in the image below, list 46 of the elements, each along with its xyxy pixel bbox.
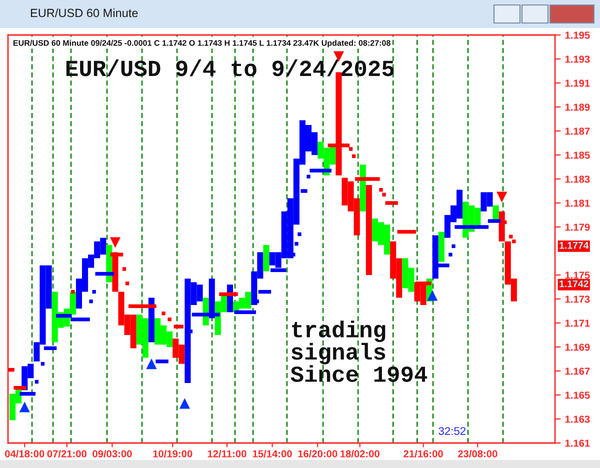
- y-tick-label: 1.175: [565, 272, 590, 279]
- y-tick-label: 1.163: [565, 416, 590, 423]
- x-tick-label: 07/21:00: [47, 450, 86, 458]
- y-tick-label: 1.173: [565, 296, 590, 303]
- x-tick-label: 15/14:00: [252, 450, 292, 458]
- y-tick-label: 1.165: [565, 392, 590, 399]
- bar: [438, 232, 444, 262]
- y-tick-label: 1.169: [565, 344, 590, 351]
- x-tick-label: 09/03:00: [92, 450, 132, 458]
- text: EUR/USD 60 Minute 09/24/25 -0.0001 C 1.1742 O 1.1743 H 1.1745 L 1.1734 23.47K Updated: 08:27:08: [13, 40, 390, 48]
- x-tick-label: 18/02:00: [340, 450, 380, 458]
- x-tick-label: 23/08:00: [458, 450, 498, 458]
- bar: [263, 245, 270, 272]
- annotation: EUR/USD 9/4 to 9/24/2025: [66, 59, 394, 76]
- y-tick-label: 1.189: [565, 104, 590, 111]
- y-tick-label: 1.181: [565, 200, 590, 207]
- y-tick-label: 1.187: [565, 128, 590, 135]
- bar: [112, 252, 118, 292]
- bar: [360, 164, 366, 212]
- text: 1.1742: [560, 280, 588, 288]
- y-tick-label: 1.191: [565, 80, 590, 87]
- annotation: trading signals Since 1994: [290, 320, 428, 382]
- y-tick-label: 1.195: [565, 32, 590, 39]
- y-tick-label: 1.193: [565, 56, 590, 63]
- point: [496, 192, 508, 202]
- x-tick-label: 21/16:00: [404, 450, 443, 458]
- y-tick-label: 1.167: [565, 368, 590, 375]
- x-tick-label: 12/11:00: [208, 450, 246, 458]
- point: [179, 398, 190, 409]
- point: [146, 358, 157, 370]
- bar: [148, 298, 154, 342]
- y-tick-label: 1.185: [565, 152, 590, 159]
- y-tick-label: 1.179: [565, 224, 590, 231]
- y-tick-label: 1.161: [565, 440, 590, 447]
- y-tick-label: 1.183: [565, 176, 590, 183]
- x-tick-label: 04/18:00: [5, 450, 44, 458]
- annotation: 32:52: [438, 427, 466, 435]
- y-tick-label: 1.171: [565, 320, 590, 327]
- point: [427, 290, 438, 301]
- x-tick-label: 10/19:00: [153, 450, 192, 458]
- text: 1.1774: [560, 242, 589, 249]
- point: [110, 237, 121, 248]
- bar: [366, 185, 372, 275]
- x-tick-label: 16/20:00: [298, 450, 338, 458]
- chart-title: EUR/USD 60 Minute: [30, 8, 138, 18]
- point: [19, 402, 30, 412]
